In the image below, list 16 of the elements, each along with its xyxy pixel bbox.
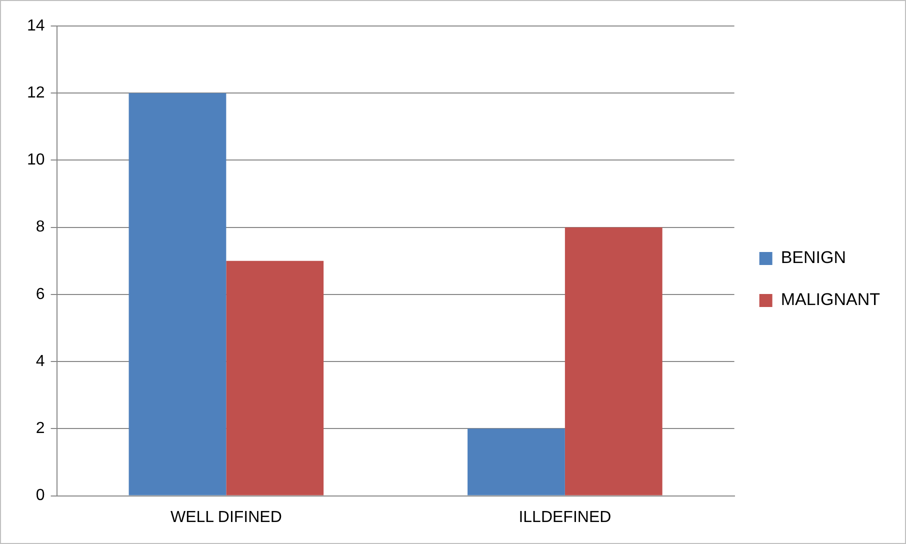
y-tick-label: 6	[36, 286, 45, 303]
bar	[226, 260, 324, 496]
bar	[128, 93, 226, 496]
bar	[564, 227, 662, 496]
y-tick-label: 2	[36, 420, 45, 438]
x-tick-label: WELL DIFINED	[170, 508, 282, 526]
x-tick-label: ILLDEFINED	[518, 508, 612, 526]
y-tick-label: 4	[36, 352, 45, 370]
y-tick-label: 8	[36, 218, 45, 236]
y-tick-label: 14	[27, 17, 45, 34]
bar	[468, 428, 565, 496]
legend-label: BENIGN	[780, 248, 846, 268]
y-tick-label: 0	[36, 487, 45, 504]
y-tick-label: 10	[27, 152, 45, 169]
legend-label: MALIGNANT	[780, 290, 880, 310]
y-tick-label: 12	[27, 84, 45, 102]
